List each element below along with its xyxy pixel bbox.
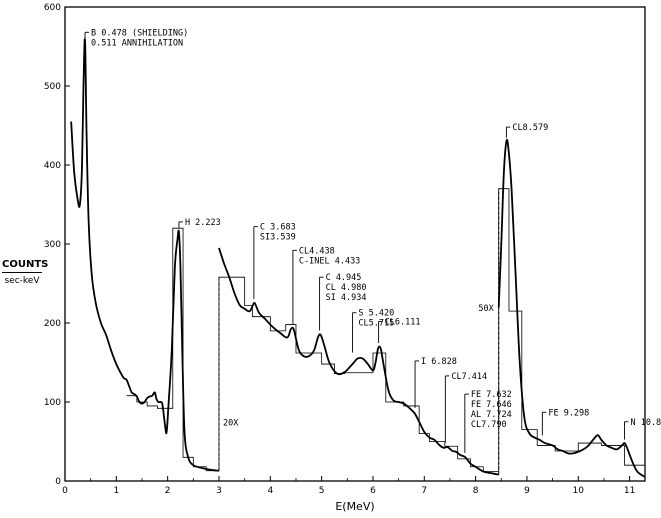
annotation-text: N 10.828 — [630, 418, 661, 428]
x-tick-label: 4 — [267, 486, 273, 496]
annotation-text: CL7.414 — [451, 372, 487, 382]
y-axis-title-top: COUNTS — [2, 259, 48, 273]
annotation-text: CL 4.980 — [326, 283, 367, 293]
annotation-text: CL6.111 — [385, 317, 421, 327]
peak-annotation: CL6.111 — [378, 317, 421, 344]
x-tick-label: 0 — [62, 486, 68, 496]
x-tick-label: 7 — [421, 486, 427, 496]
y-tick-label: 200 — [44, 319, 61, 329]
x-tick-label: 3 — [216, 486, 222, 496]
annotation-text: C-INEL 4.433 — [299, 256, 360, 266]
y-tick-label: 100 — [44, 398, 61, 408]
x-tick-label: 10 — [573, 486, 585, 496]
x-tick-label: 9 — [524, 486, 530, 496]
annotation-text: SI3.539 — [260, 233, 296, 243]
spectrum-curves — [70, 38, 646, 478]
histogram-step-line — [126, 188, 645, 472]
x-tick-label: 6 — [370, 486, 376, 496]
annotation-text: C 4.945 — [326, 273, 362, 283]
y-tick-label: 300 — [44, 240, 61, 250]
x-tick-label: 5 — [319, 486, 325, 496]
peak-annotations: B 0.478 (SHIELDING)0.511 ANNIHILATION H 2… — [84, 28, 661, 453]
y-tick-label: 500 — [44, 82, 61, 92]
annotation-text: FE 9.298 — [548, 408, 589, 418]
scale-factor-label: 50X — [478, 304, 494, 314]
peak-annotation: I 6.828 — [414, 357, 457, 408]
annotation-text: FE 7.632 — [471, 390, 512, 400]
annotation-text: B 0.478 (SHIELDING) — [91, 28, 188, 38]
annotation-text: S 5.420 — [358, 309, 394, 319]
x-axis-title: E(MeV) — [335, 500, 374, 513]
annotation-text: I 6.828 — [421, 357, 457, 367]
y-tick-label: 400 — [44, 161, 61, 171]
annotation-text: AL 7.724 — [471, 410, 512, 420]
annotation-text: CL8.579 — [512, 123, 548, 133]
spectrum-curve-1 — [70, 38, 220, 472]
peak-annotation: CL7.414 — [444, 372, 487, 443]
annotation-text: H 2.223 — [185, 218, 221, 228]
y-axis-title: COUNTS sec-keV — [2, 259, 48, 286]
annotation-text: 0.511 ANNIHILATION — [91, 38, 183, 48]
spectrum-curve-3 — [497, 138, 646, 478]
annotation-text: CL5.715 — [358, 319, 394, 329]
axes: 0 1 2 3 4 5 6 7 8 9 10 11 0 100 200 300 400 500 600 — [44, 3, 646, 496]
x-tick-label: 11 — [624, 486, 635, 496]
histogram-steps — [126, 188, 645, 472]
annotation-text: FE 7.646 — [471, 400, 512, 410]
annotation-text: CL7.790 — [471, 420, 507, 430]
peak-annotation: N 10.828 — [624, 418, 661, 440]
x-tick-label: 2 — [165, 486, 171, 496]
annotation-text: C 3.683 — [260, 223, 296, 233]
peak-annotation: H 2.223 — [178, 218, 221, 228]
annotation-text: SI 4.934 — [326, 293, 367, 303]
annotation-text: CL4.438 — [299, 246, 335, 256]
y-axis-title-bottom: sec-keV — [4, 276, 40, 286]
x-tick-label: 1 — [113, 486, 119, 496]
y-tick-label: 0 — [55, 477, 61, 487]
peak-annotation: FE 9.298 — [541, 408, 589, 436]
spectrum-curve-2 — [218, 247, 499, 476]
y-tick-label: 600 — [44, 3, 61, 13]
scale-change-lines: 20X 50X — [218, 188, 500, 475]
x-tick-label: 8 — [473, 486, 479, 496]
peak-annotation: CL8.579 — [505, 123, 548, 138]
scale-factor-label: 20X — [223, 419, 239, 429]
peak-annotation: B 0.478 (SHIELDING)0.511 ANNIHILATION — [84, 28, 188, 48]
